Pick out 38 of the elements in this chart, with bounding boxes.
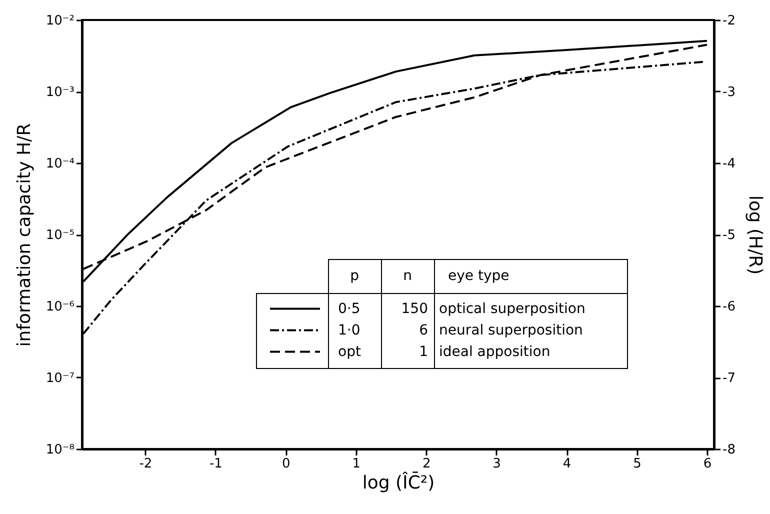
x-tick-label: 4 bbox=[562, 456, 572, 472]
y-tick-label: 10⁻⁶ bbox=[46, 300, 74, 314]
x-tick-label: 2 bbox=[422, 456, 431, 472]
y-tick-label: 10⁻⁸ bbox=[46, 442, 74, 458]
x-axis-title: log (ÎC̄²) bbox=[362, 471, 435, 494]
x-tick-label: -2 bbox=[139, 456, 152, 472]
y-tick-label: 10⁻² bbox=[46, 14, 74, 28]
y2-axis-title: log (H/R) bbox=[744, 195, 766, 275]
annotation: 1 bbox=[419, 344, 428, 360]
y2-tick-label: -2 bbox=[722, 14, 736, 28]
annotation: optical superposition bbox=[439, 300, 586, 317]
annotation: 150 bbox=[401, 300, 428, 317]
annotation: ideal apposition bbox=[439, 344, 550, 360]
x-tick-label: 5 bbox=[633, 456, 642, 472]
legend-label: 0·5 bbox=[338, 300, 360, 317]
y-tick-label: 10⁻⁵ bbox=[46, 228, 74, 243]
annotation: eye type bbox=[448, 268, 510, 284]
legend-label: opt bbox=[338, 344, 362, 360]
x-tick-label: 6 bbox=[703, 456, 712, 472]
annotation: p bbox=[350, 268, 360, 284]
y2-tick-label: -8 bbox=[722, 442, 736, 458]
x-tick-label: 3 bbox=[492, 456, 501, 472]
annotation: 6 bbox=[419, 322, 428, 338]
x-tick-label: 0 bbox=[282, 456, 290, 472]
annotation: n bbox=[403, 268, 412, 284]
y-axis-title: information capacity H/R bbox=[14, 123, 35, 347]
y-tick-label: 10⁻³ bbox=[46, 85, 74, 100]
annotation: neural superposition bbox=[439, 322, 583, 338]
y2-tick-label: -7 bbox=[722, 371, 736, 386]
y2-tick-label: -6 bbox=[722, 300, 736, 314]
legend-label: 1·0 bbox=[338, 322, 360, 338]
x-tick-label: 1 bbox=[352, 456, 361, 472]
y2-tick-label: -3 bbox=[722, 85, 736, 100]
x-tick-label: -1 bbox=[209, 456, 222, 472]
y-tick-label: 10⁻⁷ bbox=[46, 371, 74, 386]
y2-tick-label: -5 bbox=[722, 228, 736, 243]
y-tick-label: 10⁻⁴ bbox=[46, 156, 74, 172]
y2-tick-label: -4 bbox=[722, 156, 736, 172]
